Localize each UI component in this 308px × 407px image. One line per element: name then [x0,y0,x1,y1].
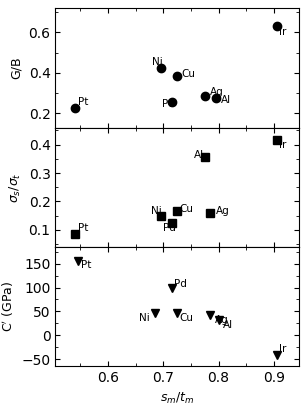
Text: Pd: Pd [162,99,175,109]
Y-axis label: G/B: G/B [10,57,23,79]
Text: Ni: Ni [152,57,163,67]
Y-axis label: $\sigma_s/\sigma_t$: $\sigma_s/\sigma_t$ [8,172,23,203]
Text: Al: Al [223,320,233,330]
Text: Pt: Pt [78,97,88,107]
Text: Ag: Ag [215,315,229,326]
Text: Ni: Ni [151,206,162,216]
Text: Ag: Ag [216,206,229,216]
Text: Pt: Pt [81,260,92,269]
Text: Ni: Ni [139,313,150,323]
X-axis label: $s_m/t_m$: $s_m/t_m$ [160,391,194,406]
Text: Ir: Ir [279,140,287,150]
Text: Pt: Pt [78,223,88,232]
Text: Pd: Pd [163,223,176,232]
Text: Cu: Cu [180,204,194,214]
Y-axis label: C$^{\prime}$ (GPa): C$^{\prime}$ (GPa) [0,281,16,332]
Text: Al: Al [221,95,232,105]
Text: Pd: Pd [174,279,187,289]
Text: Ir: Ir [279,344,287,354]
Text: Ag: Ag [210,87,224,97]
Text: Cu: Cu [181,69,195,79]
Text: Cu: Cu [180,313,194,323]
Text: Ir: Ir [279,27,287,37]
Text: Al: Al [194,149,205,160]
